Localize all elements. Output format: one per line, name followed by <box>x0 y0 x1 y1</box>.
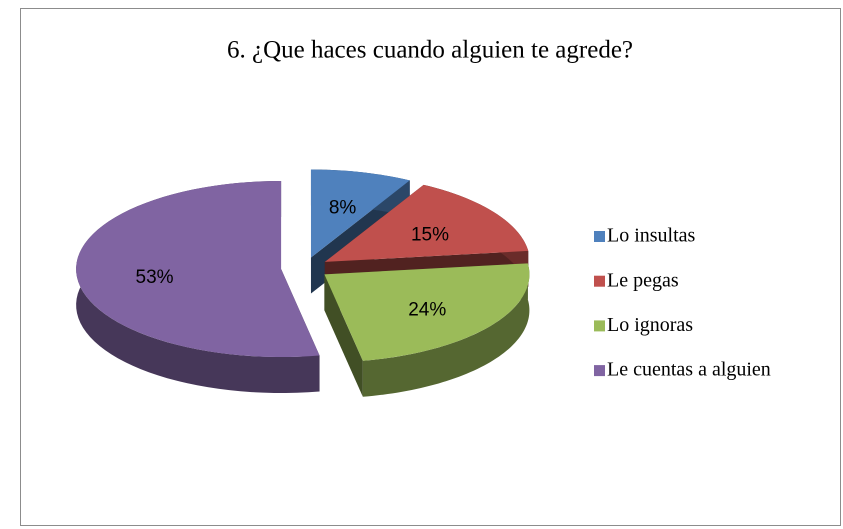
legend-label: Le pegas <box>607 269 679 291</box>
chart-title: 6. ¿Que haces cuando alguien te agrede? <box>227 37 633 64</box>
data-label: 24% <box>408 299 446 320</box>
legend-swatch <box>594 231 605 242</box>
legend-swatch <box>594 320 605 332</box>
slice-tops <box>76 169 530 361</box>
legend-label: Lo ignoras <box>607 314 693 336</box>
slice-wall <box>324 274 363 397</box>
data-label: 8% <box>329 198 357 219</box>
legend-label: Lo insultas <box>607 225 696 247</box>
slice <box>324 184 529 262</box>
slice-side <box>362 263 530 397</box>
data-label: 15% <box>411 224 449 245</box>
data-label: 53% <box>136 267 174 288</box>
slice <box>324 263 530 361</box>
slice <box>310 169 410 258</box>
slice <box>76 181 320 358</box>
legend-label: Le cuentas a alguien <box>607 359 771 381</box>
legend-swatch <box>594 365 605 377</box>
legend-swatch <box>594 275 605 287</box>
